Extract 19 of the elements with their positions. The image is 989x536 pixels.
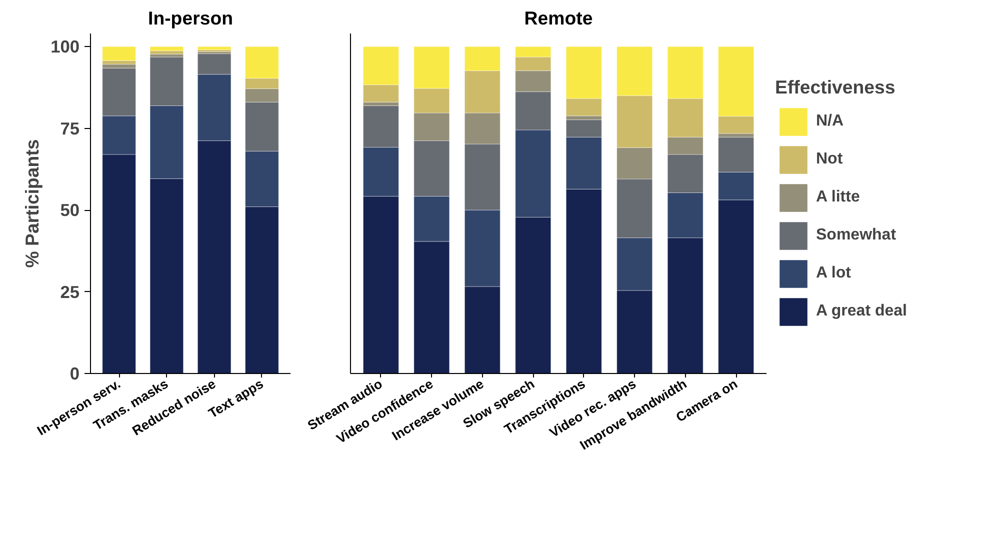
y-tick-label: 75 bbox=[60, 118, 80, 138]
bar bbox=[102, 46, 136, 61]
bar bbox=[197, 46, 232, 50]
legend-label: A litte bbox=[816, 188, 860, 208]
chart-title: In-person bbox=[148, 8, 234, 28]
legend-label: N/A bbox=[816, 112, 844, 132]
bar bbox=[150, 50, 184, 54]
chart-title: Remote bbox=[524, 8, 593, 28]
legend-title: Effectiveness bbox=[775, 76, 896, 98]
y-tick-label: 0 bbox=[70, 364, 80, 384]
legend-label: Somewhat bbox=[816, 226, 896, 246]
y-tick-label: 50 bbox=[60, 200, 80, 220]
legend-label: A great deal bbox=[816, 302, 907, 322]
legend-label: A lot bbox=[816, 264, 851, 284]
y-tick-label: 25 bbox=[60, 282, 80, 302]
y-axis-title: % Participants bbox=[22, 139, 43, 268]
legend-label: Not bbox=[816, 150, 843, 170]
bar bbox=[150, 46, 184, 52]
y-tick-label: 100 bbox=[50, 36, 80, 57]
